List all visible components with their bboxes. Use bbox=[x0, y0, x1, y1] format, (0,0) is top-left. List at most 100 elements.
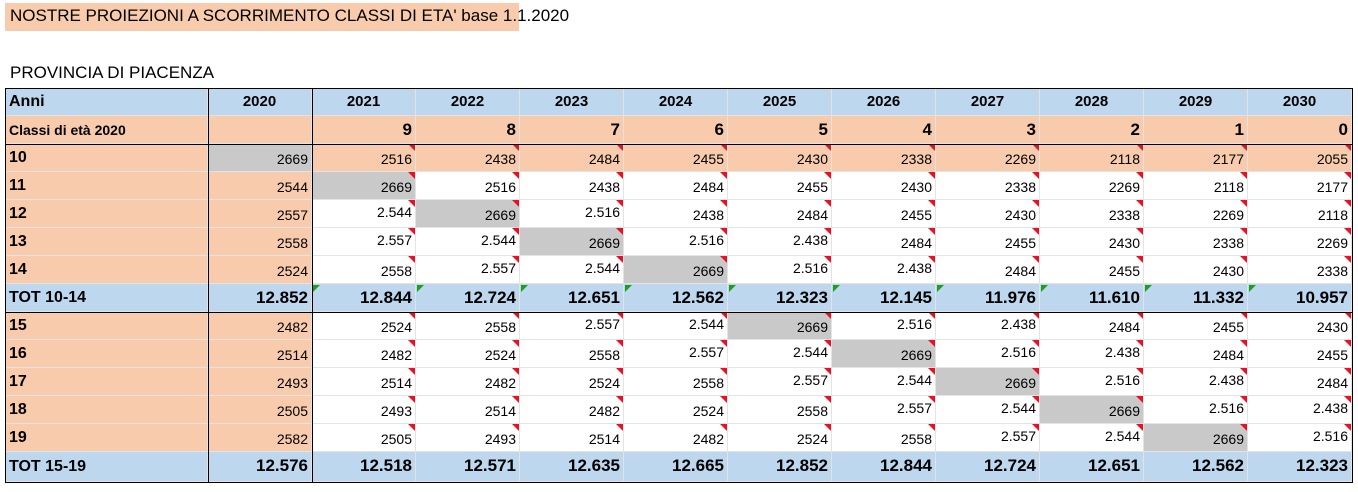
data-cell[interactable]: 2269 bbox=[1248, 228, 1352, 256]
class-age-cell[interactable]: 2 bbox=[1040, 116, 1144, 144]
age-label-15[interactable]: 15 bbox=[5, 312, 208, 340]
header-label[interactable]: Anni bbox=[5, 88, 208, 116]
data-cell[interactable]: 2484 bbox=[832, 228, 936, 256]
data-cell[interactable]: 2.438 bbox=[1248, 396, 1352, 424]
total-cell[interactable]: 12.724 bbox=[416, 284, 520, 312]
total-cell[interactable]: 12.518 bbox=[312, 452, 416, 482]
data-cell[interactable]: 2669 bbox=[312, 172, 416, 200]
total-cell[interactable]: 12.562 bbox=[1144, 452, 1248, 482]
total-cell[interactable]: 12.576 bbox=[208, 452, 312, 482]
data-cell[interactable]: 2455 bbox=[1248, 340, 1352, 368]
data-cell[interactable]: 2177 bbox=[1248, 172, 1352, 200]
total-cell[interactable]: 11.610 bbox=[1040, 284, 1144, 312]
age-label-16[interactable]: 16 bbox=[5, 340, 208, 368]
data-cell[interactable]: 2.557 bbox=[416, 256, 520, 284]
age-label-13[interactable]: 13 bbox=[5, 228, 208, 256]
header-year-2028[interactable]: 2028 bbox=[1040, 88, 1144, 116]
data-cell[interactable]: 2455 bbox=[1144, 312, 1248, 340]
total-cell[interactable]: 12.571 bbox=[416, 452, 520, 482]
data-cell[interactable]: 2.544 bbox=[936, 396, 1040, 424]
data-cell[interactable]: 2269 bbox=[936, 144, 1040, 172]
data-cell[interactable]: 2.516 bbox=[728, 256, 832, 284]
data-cell[interactable]: 2669 bbox=[520, 228, 624, 256]
data-cell[interactable]: 2455 bbox=[624, 144, 728, 172]
data-cell[interactable]: 2430 bbox=[1040, 228, 1144, 256]
data-cell[interactable]: 2338 bbox=[832, 144, 936, 172]
age-label-18[interactable]: 18 bbox=[5, 396, 208, 424]
total-cell[interactable]: 10.957 bbox=[1248, 284, 1352, 312]
data-cell[interactable]: 2269 bbox=[1040, 172, 1144, 200]
class-age-cell[interactable] bbox=[208, 116, 312, 144]
data-cell[interactable]: 2669 bbox=[624, 256, 728, 284]
classes-label[interactable]: Classi di età 2020 bbox=[5, 116, 208, 144]
sheet-title[interactable]: NOSTRE PROIEZIONI A SCORRIMENTO CLASSI D… bbox=[10, 6, 570, 25]
data-cell[interactable]: 2438 bbox=[416, 144, 520, 172]
class-age-cell[interactable]: 1 bbox=[1144, 116, 1248, 144]
data-cell[interactable]: 2482 bbox=[624, 424, 728, 452]
data-cell[interactable]: 2558 bbox=[728, 396, 832, 424]
class-age-cell[interactable]: 8 bbox=[416, 116, 520, 144]
age-label-19[interactable]: 19 bbox=[5, 424, 208, 452]
total-label[interactable]: TOT 15-19 bbox=[5, 452, 208, 482]
data-cell[interactable]: 2.516 bbox=[624, 228, 728, 256]
total-cell[interactable]: 12.323 bbox=[728, 284, 832, 312]
data-cell[interactable]: 2493 bbox=[312, 396, 416, 424]
data-cell[interactable]: 2557 bbox=[208, 200, 312, 228]
data-cell[interactable]: 2118 bbox=[1144, 172, 1248, 200]
data-cell[interactable]: 2484 bbox=[520, 144, 624, 172]
data-cell[interactable]: 2493 bbox=[416, 424, 520, 452]
data-cell[interactable]: 2.557 bbox=[936, 424, 1040, 452]
data-cell[interactable]: 2118 bbox=[1248, 200, 1352, 228]
data-cell[interactable]: 2484 bbox=[1040, 312, 1144, 340]
data-cell[interactable]: 2514 bbox=[208, 340, 312, 368]
header-year-2021[interactable]: 2021 bbox=[312, 88, 416, 116]
data-cell[interactable]: 2455 bbox=[936, 228, 1040, 256]
data-cell[interactable]: 2338 bbox=[1248, 256, 1352, 284]
data-cell[interactable]: 2.557 bbox=[312, 228, 416, 256]
data-cell[interactable]: 2.544 bbox=[416, 228, 520, 256]
data-cell[interactable]: 2430 bbox=[1144, 256, 1248, 284]
total-cell[interactable]: 11.332 bbox=[1144, 284, 1248, 312]
header-year-2020[interactable]: 2020 bbox=[208, 88, 312, 116]
header-year-2026[interactable]: 2026 bbox=[832, 88, 936, 116]
data-cell[interactable]: 2482 bbox=[520, 396, 624, 424]
age-label-17[interactable]: 17 bbox=[5, 368, 208, 396]
data-cell[interactable]: 2669 bbox=[1040, 396, 1144, 424]
data-cell[interactable]: 2.438 bbox=[832, 256, 936, 284]
data-cell[interactable]: 2482 bbox=[416, 368, 520, 396]
data-cell[interactable]: 2.516 bbox=[936, 340, 1040, 368]
header-year-2025[interactable]: 2025 bbox=[728, 88, 832, 116]
data-cell[interactable]: 2558 bbox=[312, 256, 416, 284]
age-label-12[interactable]: 12 bbox=[5, 200, 208, 228]
data-cell[interactable]: 2.516 bbox=[1144, 396, 1248, 424]
total-cell[interactable]: 12.844 bbox=[832, 452, 936, 482]
data-cell[interactable]: 2524 bbox=[312, 312, 416, 340]
data-cell[interactable]: 2669 bbox=[832, 340, 936, 368]
total-cell[interactable]: 12.651 bbox=[520, 284, 624, 312]
data-cell[interactable]: 2.516 bbox=[832, 312, 936, 340]
total-cell[interactable]: 12.665 bbox=[624, 452, 728, 482]
data-cell[interactable]: 2669 bbox=[1144, 424, 1248, 452]
data-cell[interactable]: 2582 bbox=[208, 424, 312, 452]
data-cell[interactable]: 2558 bbox=[624, 368, 728, 396]
header-year-2030[interactable]: 2030 bbox=[1248, 88, 1352, 116]
total-label[interactable]: TOT 10-14 bbox=[5, 284, 208, 312]
data-cell[interactable]: 2484 bbox=[624, 172, 728, 200]
data-cell[interactable]: 2269 bbox=[1144, 200, 1248, 228]
data-cell[interactable]: 2455 bbox=[832, 200, 936, 228]
data-cell[interactable]: 2.557 bbox=[624, 340, 728, 368]
class-age-cell[interactable]: 0 bbox=[1248, 116, 1352, 144]
data-cell[interactable]: 2.516 bbox=[1248, 424, 1352, 452]
data-cell[interactable]: 2055 bbox=[1248, 144, 1352, 172]
total-cell[interactable]: 12.145 bbox=[832, 284, 936, 312]
age-label-14[interactable]: 14 bbox=[5, 256, 208, 284]
data-cell[interactable]: 2558 bbox=[520, 340, 624, 368]
data-cell[interactable]: 2669 bbox=[936, 368, 1040, 396]
data-cell[interactable]: 2524 bbox=[624, 396, 728, 424]
data-cell[interactable]: 2669 bbox=[208, 144, 312, 172]
class-age-cell[interactable]: 6 bbox=[624, 116, 728, 144]
data-cell[interactable]: 2338 bbox=[1040, 200, 1144, 228]
data-cell[interactable]: 2524 bbox=[728, 424, 832, 452]
class-age-cell[interactable]: 7 bbox=[520, 116, 624, 144]
data-cell[interactable]: 2.438 bbox=[1040, 340, 1144, 368]
